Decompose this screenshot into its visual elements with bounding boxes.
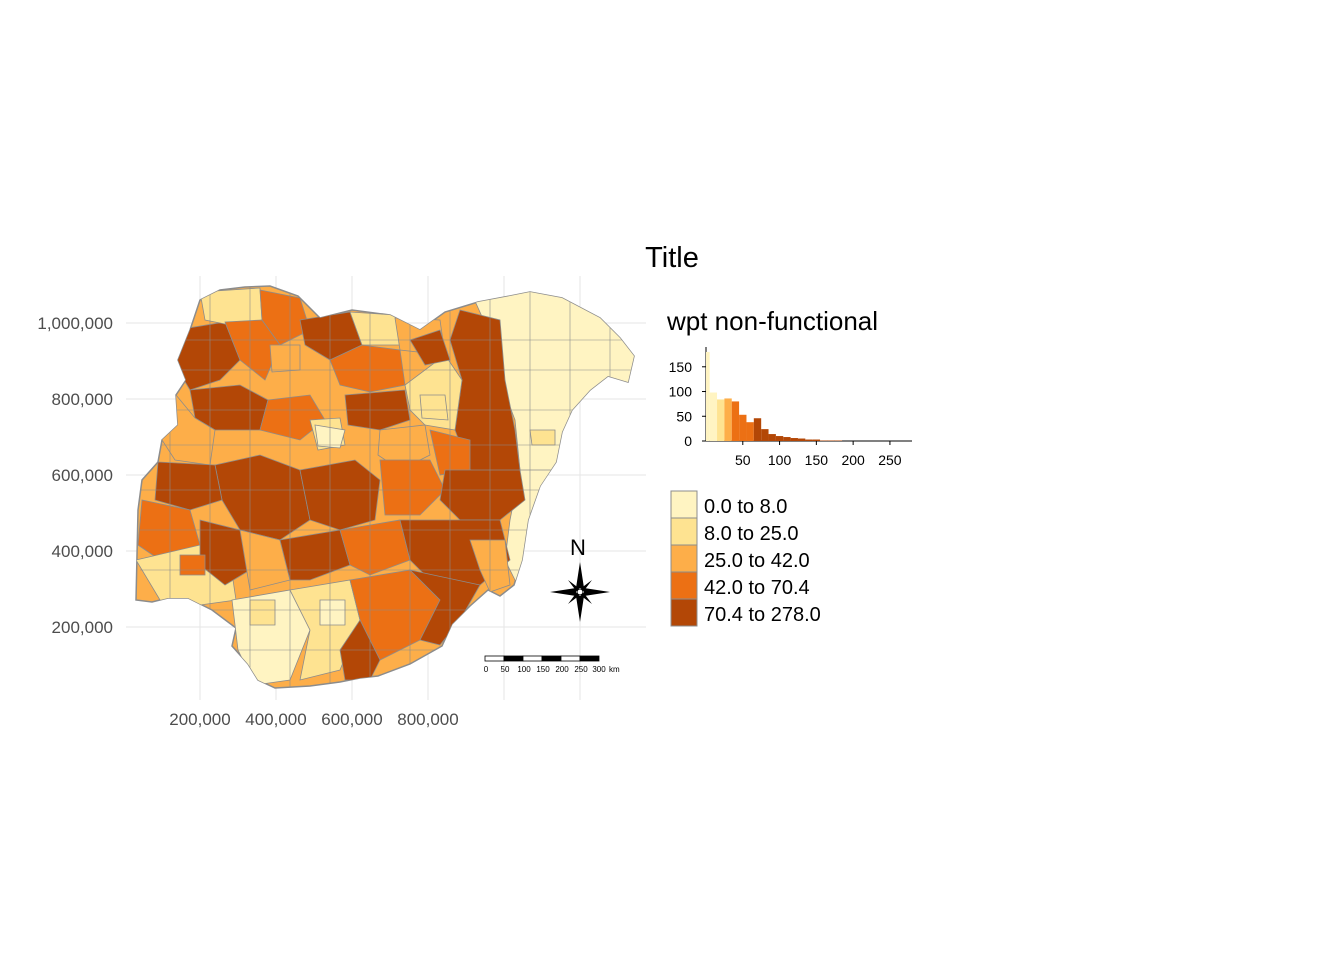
compass-east-point <box>584 588 610 596</box>
figure-title: Title <box>645 242 699 274</box>
y-tick-label: 400,000 <box>52 542 113 561</box>
hist-bar <box>753 418 762 441</box>
hist-bar <box>812 439 821 441</box>
scale-label: 150 <box>536 665 550 674</box>
compass-south-point <box>576 596 584 622</box>
scale-label: 300 <box>592 665 606 674</box>
scale-label: 200 <box>555 665 569 674</box>
lga-region <box>249 599 276 626</box>
hist-bar <box>790 438 798 441</box>
lga-region <box>259 289 311 346</box>
hist-bar <box>783 437 791 441</box>
hist-bar <box>717 399 725 441</box>
y-tick-label: 800,000 <box>52 390 113 409</box>
north-arrow: N <box>550 535 610 622</box>
hist-bar <box>709 392 718 441</box>
hist-bar <box>706 351 710 441</box>
legend-label: 42.0 to 70.4 <box>704 577 810 599</box>
legend-label: 8.0 to 25.0 <box>704 523 799 545</box>
x-axis-labels: 200,000 400,000 600,000 800,000 <box>169 710 458 729</box>
x-tick-label: 800,000 <box>397 710 458 729</box>
legend-title: wpt non-functional <box>666 306 878 336</box>
hist-bar <box>731 401 740 441</box>
legend-classes: 0.0 to 8.0 8.0 to 25.0 25.0 to 42.0 42.0… <box>670 490 821 627</box>
scale-seg <box>522 655 543 662</box>
lga-region <box>199 287 263 326</box>
hist-x-tick-label: 150 <box>805 452 829 468</box>
legend-swatch <box>670 517 698 546</box>
y-tick-label: 1,000,000 <box>37 314 113 333</box>
compass-diag <box>568 580 580 592</box>
legend-swatch <box>670 490 698 519</box>
hist-bar <box>739 414 747 441</box>
lga-region <box>154 461 223 511</box>
hist-bar <box>775 436 784 441</box>
x-tick-label: 200,000 <box>169 710 230 729</box>
scale-label: 250 <box>574 665 588 674</box>
hist-y-tick-label: 0 <box>684 433 692 449</box>
hist-x-tick-label: 250 <box>878 452 902 468</box>
scale-seg <box>503 655 524 662</box>
hist-x-tick-label: 100 <box>768 452 792 468</box>
compass-west-point <box>550 588 576 596</box>
lga-region <box>529 429 556 446</box>
compass-diag <box>580 592 592 604</box>
legend-swatch <box>670 571 698 600</box>
lga-region <box>179 554 206 576</box>
scale-label: 50 <box>501 665 510 674</box>
hist-bar <box>761 429 769 441</box>
hist-bar <box>724 398 732 441</box>
hist-bar <box>797 438 806 441</box>
lga-region <box>408 569 481 646</box>
legend-swatch <box>670 598 698 627</box>
scale-unit: km <box>609 665 620 674</box>
scale-seg <box>484 655 505 662</box>
lga-region <box>269 344 301 373</box>
hist-y-tick-label: 150 <box>669 359 693 375</box>
scale-bar: 0 50 100 150 200 250 300 km <box>484 655 620 674</box>
compass-north-point <box>576 562 584 588</box>
compass-center <box>576 588 584 596</box>
y-tick-label: 600,000 <box>52 466 113 485</box>
hist-x-tick-label: 200 <box>841 452 865 468</box>
hist-x-tick-label: 50 <box>735 452 751 468</box>
scale-label: 100 <box>517 665 531 674</box>
legend-label: 25.0 to 42.0 <box>704 550 810 572</box>
legend-swatch <box>670 544 698 573</box>
lga-region <box>419 394 449 421</box>
lga-region <box>379 459 446 516</box>
compass-label: N <box>570 535 586 560</box>
legend-label: 0.0 to 8.0 <box>704 496 787 518</box>
legend-histogram: 150 100 50 0 50 100 150 200 250 <box>669 347 912 468</box>
scale-label: 0 <box>484 665 489 674</box>
hist-y-tick-label: 50 <box>676 408 692 424</box>
scale-seg <box>560 655 581 662</box>
lga-region <box>319 599 346 626</box>
x-tick-label: 600,000 <box>321 710 382 729</box>
y-tick-label: 200,000 <box>52 618 113 637</box>
compass-diag <box>568 592 580 604</box>
x-tick-label: 400,000 <box>245 710 306 729</box>
hist-bar <box>805 439 813 441</box>
lga-region <box>339 519 411 576</box>
hist-bar <box>768 434 776 441</box>
nigeria-map <box>135 285 635 689</box>
hist-y-tick-label: 100 <box>669 384 693 400</box>
y-axis-labels: 1,000,000 800,000 600,000 400,000 200,00… <box>37 314 113 637</box>
lga-region <box>299 459 381 531</box>
compass-diag <box>580 580 592 592</box>
hist-bar <box>746 422 754 441</box>
scale-seg <box>579 655 600 662</box>
scale-seg <box>541 655 562 662</box>
legend-label: 70.4 to 278.0 <box>704 604 821 626</box>
